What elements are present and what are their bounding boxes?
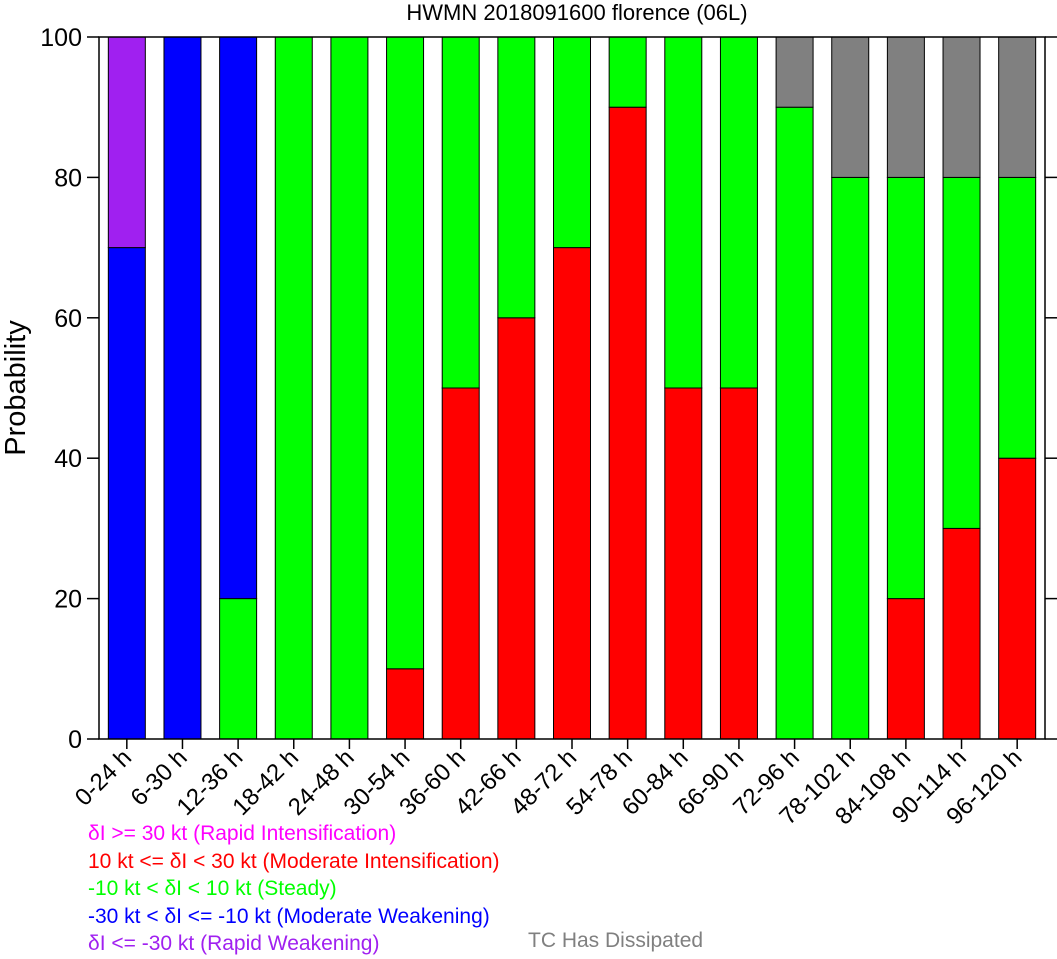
y-tick-label: 60 [54, 305, 82, 333]
bar-mw-1 [163, 36, 202, 740]
bar-st-7 [497, 36, 536, 319]
x-tick-label: 0-24 h [70, 744, 137, 811]
bar-st-13 [831, 176, 870, 740]
legend-item-steady: -10 kt < δI < 10 kt (Steady) [88, 877, 337, 900]
bar-mi-16 [998, 457, 1037, 740]
bar-mi-7 [497, 317, 536, 740]
bar-st-16 [998, 176, 1037, 459]
bar-mi-6 [441, 387, 480, 740]
bar-st-15 [942, 176, 981, 529]
legend-item-rapid-intensification: δI >= 30 kt (Rapid Intensification) [88, 822, 397, 845]
bar-st-9 [608, 36, 647, 108]
y-tick-label: 80 [54, 164, 82, 192]
bar-dis-13 [831, 36, 870, 178]
bar-mi-14 [886, 598, 925, 740]
bar-st-14 [886, 176, 925, 600]
legend-item-rapid-weakening: δI <= -30 kt (Rapid Weakening) [88, 932, 380, 955]
bar-st-8 [553, 36, 591, 249]
legend: δI >= 30 kt (Rapid Intensification) 10 k… [88, 820, 500, 958]
bar-dis-14 [886, 36, 925, 178]
y-tick-label: 20 [54, 586, 82, 614]
bar-mi-8 [553, 247, 591, 740]
y-tick-labels: 0 20 40 60 80 100 [40, 24, 82, 754]
legend-item-dissipated: TC Has Dissipated [528, 929, 704, 952]
legend-item-moderate-intensification: 10 kt <= δI < 30 kt (Moderate Intensific… [88, 849, 500, 873]
bar-st-3 [274, 36, 313, 740]
y-tick-label: 0 [68, 726, 82, 754]
bar-st-11 [719, 36, 758, 389]
bar-st-6 [441, 36, 480, 389]
bar-st-4 [330, 36, 369, 740]
bar-st-5 [386, 36, 425, 670]
bar-mi-10 [664, 387, 703, 740]
bar-rw-0 [107, 36, 146, 249]
bar-mi-11 [719, 387, 758, 740]
y-tick-label: 40 [54, 445, 82, 473]
bar-mi-5 [386, 668, 425, 740]
legend-item-moderate-weakening: -30 kt < δI <= -10 kt (Moderate Weakenin… [88, 904, 490, 928]
axes-group [87, 36, 1057, 749]
x-tick-labels: 0-24 h6-30 h12-36 h18-42 h24-48 h30-54 h… [70, 744, 1028, 830]
bar-dis-12 [775, 36, 814, 108]
bar-mi-15 [942, 527, 981, 740]
bar-mi-9 [608, 106, 647, 740]
chart-title: HWMN 2018091600 florence (06L) [406, 0, 747, 25]
bar-mw-2 [219, 36, 258, 600]
bar-mw-0 [107, 247, 146, 740]
y-tick-label: 100 [40, 24, 82, 52]
bar-st-12 [775, 106, 814, 740]
bar-st-10 [664, 36, 703, 389]
bar-dis-16 [998, 36, 1037, 178]
y-axis-label: Probability [0, 320, 32, 456]
bar-st-2 [219, 598, 258, 740]
bars-group [107, 36, 1037, 740]
bar-dis-15 [942, 36, 981, 178]
